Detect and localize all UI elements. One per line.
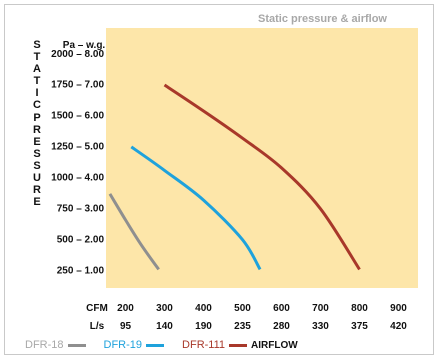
y-tick-label: 1250 – 5.00 — [51, 142, 104, 153]
series-line-dfr-19 — [130, 145, 262, 271]
x-tick-label-cfm: 400 — [195, 303, 212, 314]
y-axis-label-letter: P — [33, 111, 41, 124]
x-tick-label-cfm: 200 — [117, 303, 134, 314]
x-tick-label-ls: 140 — [156, 321, 173, 332]
x-tick-label-cfm: 900 — [390, 303, 407, 314]
legend-swatch-dfr-19 — [146, 343, 165, 347]
y-tick-label: 1750 – 7.00 — [51, 80, 104, 91]
y-axis-label-letter: I — [35, 87, 39, 100]
x-tick-label-cfm: 500 — [234, 303, 251, 314]
x-tick-label-ls: 330 — [312, 321, 329, 332]
legend-item-dfr-19: DFR-19 — [104, 339, 165, 351]
x-tick-label-ls: 420 — [390, 321, 407, 332]
legend-swatch-dfr-18 — [67, 343, 86, 347]
y-axis-label-letter: R — [33, 184, 41, 197]
y-axis-label-letter: R — [33, 123, 41, 136]
x-tick-label-cfm: 600 — [273, 303, 290, 314]
x-unit-label-cfm: CFM — [86, 303, 108, 314]
x-tick-label-cfm: 700 — [312, 303, 329, 314]
y-tick-label: 1000 – 4.00 — [51, 173, 104, 184]
y-axis-label-letter: E — [33, 135, 41, 148]
x-tick-label-ls: 95 — [120, 321, 132, 332]
y-axis-label-letter: S — [33, 39, 41, 51]
legend-swatch-dfr-111 — [229, 343, 248, 347]
x-tick-label-cfm: 800 — [351, 303, 368, 314]
plot-area — [106, 28, 418, 288]
y-axis-label-letter: S — [33, 159, 41, 172]
x-unit-label-ls: L/s — [90, 321, 105, 332]
series-line-dfr-18 — [108, 193, 160, 271]
legend-label-dfr-18: DFR-18 — [25, 339, 64, 351]
x-tick-label-ls: 280 — [273, 321, 290, 332]
x-tick-label-ls: 190 — [195, 321, 212, 332]
legend-item-dfr-111: DFR-111 AIRFLOW — [182, 339, 298, 351]
legend-airflow-label: AIRFLOW — [251, 339, 298, 351]
x-tick-label-ls: 235 — [234, 321, 251, 332]
y-tick-label: 2000 – 8.00 — [51, 49, 104, 60]
legend: DFR-18 DFR-19 DFR-111 AIRFLOW — [25, 338, 316, 352]
y-tick-label: 500 – 2.00 — [57, 234, 105, 245]
y-axis-label-letter: U — [33, 172, 41, 185]
y-axis-label-letter: T — [33, 51, 41, 64]
legend-label-dfr-111: DFR-111 — [182, 339, 226, 351]
x-tick-label-cfm: 300 — [156, 303, 173, 314]
y-axis-label-letter: C — [33, 99, 41, 112]
y-tick-label: 250 – 1.00 — [57, 265, 105, 276]
y-axis-label-letter: S — [33, 147, 41, 160]
y-tick-label: 1500 – 6.00 — [51, 111, 104, 122]
y-unit-label: Pa – w.g. — [63, 40, 106, 51]
series-line-dfr-111 — [163, 83, 361, 271]
legend-label-dfr-19: DFR-19 — [103, 339, 143, 351]
y-tick-label: 750 – 3.00 — [57, 204, 105, 215]
chart-title: Static pressure & airflow — [258, 13, 387, 25]
x-tick-label-ls: 375 — [351, 321, 368, 332]
y-axis-label-letter: E — [33, 196, 41, 209]
y-axis-label-letter: A — [33, 63, 41, 76]
legend-item-dfr-18: DFR-18 — [25, 339, 86, 351]
y-axis-label-letter: T — [33, 75, 41, 88]
